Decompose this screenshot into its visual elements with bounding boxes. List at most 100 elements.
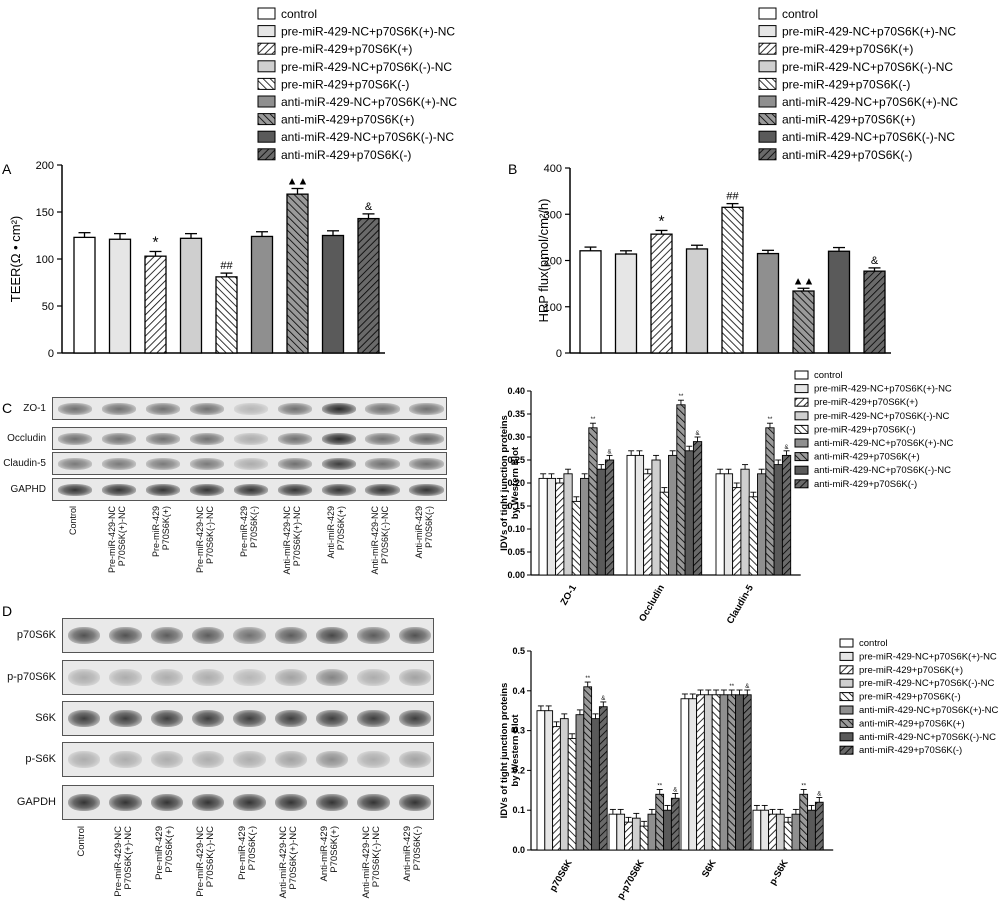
chart-d-annotation-1-6: ** [657,784,662,790]
blot-d-band-4-4 [233,793,266,812]
legend-d-swatch-0 [839,638,854,648]
chart-d-bar-2-7 [735,694,744,851]
blot-d-band-2-6 [315,709,349,728]
blot-d-band-2-3 [191,709,225,728]
blot-c-strip-0 [52,397,447,420]
chart-d-bar-3-1 [760,809,770,851]
legend-c-label-0: control [814,370,843,381]
legend-a-label-3: pre-miR-429-NC+p70S6K(-)-NC [281,60,452,74]
blot-d-strip-2 [62,701,434,736]
chart-b-ytick-label-0: 0 [556,348,562,360]
legend-b-swatch-8 [758,148,777,161]
chart-c-category-1: Occludin [637,583,667,624]
chart-c-bar-0-0 [538,477,548,576]
chart-b-annotation-2: * [658,213,664,230]
legend-a-label-8: anti-miR-429+p70S6K(-) [281,148,411,162]
legend-b-label-0: control [782,7,818,21]
chart-b-bar-7 [827,250,851,354]
chart-c-bar-2-2 [732,487,742,576]
chart-d-bar-0-0 [536,710,546,851]
blot-d-band-1-5 [274,668,307,687]
legend-a-swatch-7 [257,130,276,143]
legend-a-swatch-2 [257,42,276,55]
chart-d-annotation-3-6: ** [801,784,806,790]
chart-d-bar-0-5 [575,714,585,851]
chart-d-bar-0-3 [559,718,569,851]
chart-d-bar-0-1 [544,710,554,851]
blot-c-lane-label-3: Pre-miR-429-NC P70S6K(-)-NC [194,506,215,574]
blot-d-band-1-2 [150,668,183,687]
blot-c-band-3-0 [58,484,93,496]
legend-a-label-0: control [281,7,317,21]
chart-b-ylabel: HRP flux(pmol/cm²/h) [536,198,551,322]
blot-d-row-label-4: GAPDH [16,795,56,808]
chart-d-ytick-label-1: 0.1 [512,805,525,815]
blot-d-row-label-1: p-p70S6K [7,670,56,683]
chart-b-bar-4 [721,206,744,354]
blot-d-band-2-8 [398,709,431,728]
chart-d-bar-0-6 [583,686,593,851]
chart-d-ytick-label-4: 0.4 [512,686,525,696]
blot-d-band-3-3 [191,750,225,769]
blot-d-band-3-6 [315,750,349,769]
chart-c-annotation-1-8: & [696,431,700,437]
chart-a-bar-6 [286,193,309,354]
blot-d-band-2-5 [274,709,307,728]
chart-a-ytick-label-0: 0 [48,348,54,360]
chart-b-bar-1 [614,253,638,354]
legend-b-swatch-5 [758,95,777,108]
chart-b-bar-2 [650,233,673,354]
legend-c-swatch-8 [794,479,809,489]
blot-c-band-0-2 [146,403,181,415]
blot-d-row-label-0: p70S6K [16,628,56,641]
chart-c-category-0: ZO-1 [559,582,580,607]
legend-d-label-3: pre-miR-429-NC+p70S6K(-)-NC [859,678,995,689]
chart-d-annotation-0-6: ** [585,676,590,682]
blot-d-band-3-1 [109,750,142,769]
chart-b-annotation-4: ## [726,191,739,203]
legend-c-label-1: pre-miR-429-NC+p70S6K(+)-NC [814,384,952,395]
legend-d-label-8: anti-miR-429+p70S6K(-) [859,745,962,756]
blot-d-band-0-5 [274,626,307,645]
legend-c-label-4: pre-miR-429+p70S6K(-) [814,424,916,435]
chart-c-bar-2-3 [740,468,750,576]
legend-a-swatch-8 [257,148,276,161]
blot-d-band-1-6 [315,668,349,687]
chart-a-bar-1 [108,238,132,354]
blot-c-lane-label-8: Anti-miR-429 P70S6K(-) [414,506,435,559]
blot-c-lane-label-1: Pre-miR-429-NC P70S6K(+)-NC [106,506,127,574]
chart-c-ylabel-0: IDVs of tight junction proteins [499,415,510,551]
chart-d-annotation-2-6: ** [729,684,734,690]
legend-b-label-2: pre-miR-429+p70S6K(+) [782,42,913,56]
chart-c-ytick-label-2: 0.10 [507,524,525,534]
blot-c-band-1-2 [146,433,181,445]
blot-c-band-3-1 [102,484,137,496]
blot-c-strip-3 [52,478,447,501]
blot-d-band-2-4 [233,709,266,728]
blot-d-row-label-2: S6K [35,711,56,724]
legend-c-label-2: pre-miR-429+p70S6K(+) [814,397,918,408]
legend-c-swatch-1 [794,384,809,394]
chart-c-bar-1-6 [676,404,686,576]
chart-d-bar-1-7 [663,809,672,851]
chart-a-annotation-6: ▲▲ [287,176,309,188]
blot-c-band-3-8 [409,484,444,496]
chart-c-bar-0-3 [563,473,573,576]
blot-d-lane-label-6: Anti-miR-429 P70S6K(+) [319,826,341,882]
legend-d-label-7: anti-miR-429-NC+p70S6K(-)-NC [859,732,996,743]
chart-c-bar-2-8 [781,454,792,576]
chart-d-bar-2-5 [719,694,729,851]
blot-d-band-4-6 [315,793,349,812]
chart-b-bar-0 [579,250,602,354]
chart-b-ytick-label-1: 100 [544,302,562,314]
legend-b-label-3: pre-miR-429-NC+p70S6K(-)-NC [782,60,953,74]
legend-a-swatch-6 [257,113,276,126]
legend-a-label-6: anti-miR-429+p70S6K(+) [281,113,414,127]
chart-c-bar-2-7 [773,464,783,576]
chart-c-ytick-label-5: 0.25 [507,455,525,465]
chart-c-annotation-0-8: & [608,449,612,455]
chart-c-ytick-label-1: 0.05 [507,547,525,557]
blot-d-band-0-4 [233,626,266,645]
chart-b-ytick-label-2: 200 [544,256,562,268]
blot-d-strip-4 [62,785,434,820]
